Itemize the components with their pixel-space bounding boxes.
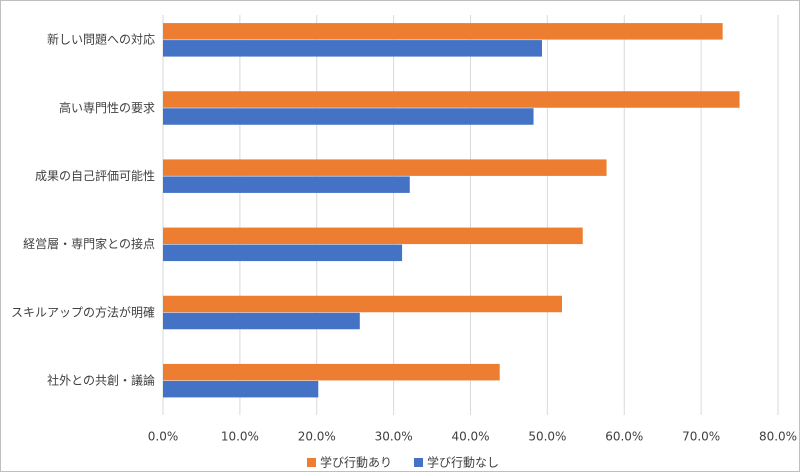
bar [163, 244, 403, 262]
bar [163, 295, 562, 313]
bar [163, 40, 542, 57]
y-tick-label: 新しい問題への対応 [47, 32, 155, 47]
x-tick-label: 80.0% [759, 430, 797, 444]
x-tick-label: 40.0% [451, 430, 489, 444]
y-tick-label: 成果の自己評価可能性 [35, 168, 155, 183]
x-tick-label: 20.0% [298, 430, 336, 444]
y-tick-label: スキルアップの方法が明確 [11, 304, 155, 319]
legend-swatch [307, 458, 316, 467]
x-tick-label: 70.0% [682, 430, 720, 444]
y-tick-label: 高い専門性の要求 [59, 100, 155, 115]
x-tick-label: 0.0% [148, 430, 179, 444]
x-tick-label: 50.0% [528, 430, 566, 444]
y-tick-label: 社外との共創・議論 [47, 372, 155, 387]
x-tick-label: 30.0% [375, 430, 413, 444]
bar [163, 176, 410, 193]
bar [163, 312, 360, 330]
bar [163, 91, 740, 108]
bar [163, 159, 607, 176]
bar [163, 108, 534, 125]
legend-label: 学び行動あり [320, 455, 392, 470]
bar [163, 227, 583, 245]
legend-swatch [414, 458, 424, 467]
legend-label: 学び行動なし [427, 455, 499, 470]
x-tick-label: 10.0% [221, 430, 259, 444]
bar [163, 380, 319, 398]
bar [163, 23, 723, 40]
y-tick-label: 経営層・専門家との接点 [23, 236, 155, 251]
bar [163, 363, 500, 381]
x-tick-label: 60.0% [605, 430, 643, 444]
